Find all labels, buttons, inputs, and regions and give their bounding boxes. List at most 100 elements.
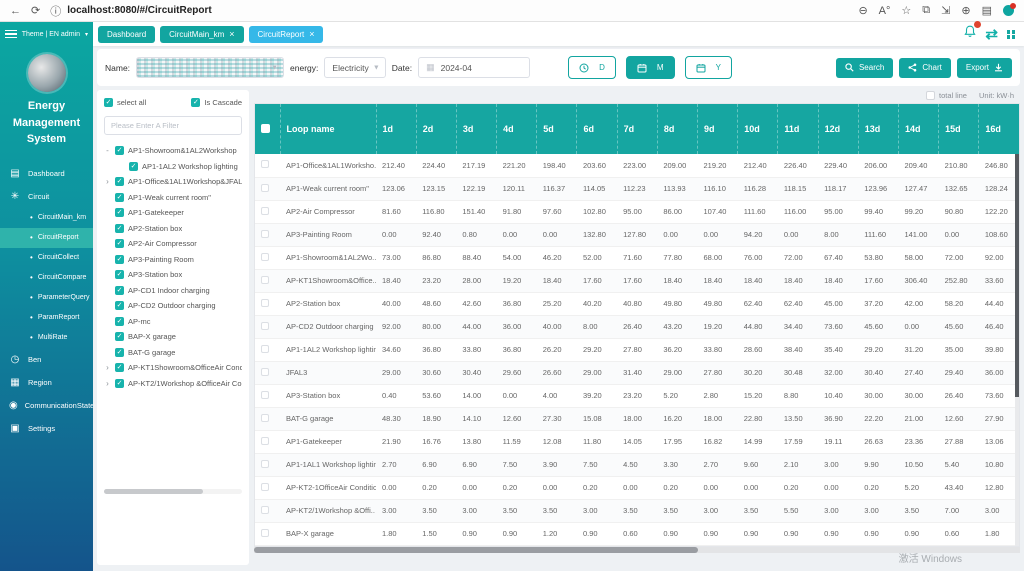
checkbox-checked-icon[interactable]: ✓ [115, 332, 124, 342]
row-checkbox[interactable] [261, 344, 269, 353]
checkbox-checked-icon[interactable]: ✓ [115, 301, 124, 311]
tree-node-ap2-station-box[interactable]: ✓ AP2-Station box [104, 221, 242, 237]
checkbox-checked-icon[interactable]: ✓ [115, 316, 124, 326]
checkbox-checked-icon[interactable]: ✓ [115, 223, 124, 233]
sidebar-subitem-paramreport[interactable]: • ParamReport [0, 308, 93, 328]
tab-circuitreport[interactable]: CircuitReport × [248, 25, 324, 43]
collections-icon[interactable]: ⊕ [961, 5, 971, 17]
info-icon[interactable]: ⓘ [50, 5, 62, 18]
search-button[interactable]: Search [835, 57, 894, 78]
row-checkbox[interactable] [261, 413, 269, 422]
row-checkbox[interactable] [261, 298, 269, 307]
tree-node-ap1-1al2-workshop-lighting[interactable]: ✓ AP1-1AL2 Workshop lighting [104, 159, 242, 175]
tree-node-ap1-showroom-1al2workshop[interactable]: - ✓ AP1-Showroom&1AL2Workshop [104, 143, 242, 159]
bookmark-star-icon[interactable]: ☆ [901, 5, 912, 17]
tree-node-ap1-gatekeeper[interactable]: ✓ AP1-Gatekeeper [104, 205, 242, 221]
tab-dashboard[interactable]: Dashboard [98, 25, 156, 43]
hamburger-menu-icon[interactable] [5, 28, 17, 41]
expand-icon[interactable]: › [106, 177, 109, 187]
reload-icon[interactable]: ⟳ [31, 5, 41, 17]
checkbox-checked-icon[interactable]: ✓ [115, 270, 124, 280]
refresh-sync-icon[interactable]: ⇄ [985, 25, 998, 43]
energy-select[interactable]: Electricity ▼ [324, 57, 386, 78]
checkbox-checked-icon[interactable]: ✓ [115, 177, 124, 187]
row-checkbox[interactable] [261, 367, 269, 376]
tree-horizontal-scrollbar[interactable] [104, 489, 242, 494]
tree-filter-input[interactable] [104, 116, 242, 135]
row-checkbox[interactable] [261, 160, 269, 169]
tree-node-ap3-painting-room[interactable]: ✓ AP3-Painting Room [104, 252, 242, 268]
user-menu[interactable]: Theme | EN admin [21, 30, 80, 38]
tree-node-ap-cd1-indoor-charging[interactable]: ✓ AP-CD1 Indoor charging [104, 283, 242, 299]
sidebar-subitem-multirate[interactable]: • MultiRate [0, 328, 93, 348]
checkbox-checked-icon[interactable]: ✓ [115, 146, 124, 156]
export-button[interactable]: Export [956, 57, 1012, 78]
expand-icon[interactable]: › [106, 363, 109, 373]
sidebar-subitem-circuitmain-km[interactable]: • CircuitMain_km [0, 208, 93, 228]
row-checkbox[interactable] [261, 206, 269, 215]
row-checkbox[interactable] [261, 252, 269, 261]
checkbox-checked-icon[interactable]: ✓ [115, 239, 124, 249]
tree-node-bat-g-garage[interactable]: ✓ BAT-G garage [104, 345, 242, 361]
zoom-out-icon[interactable]: ⊖ [858, 5, 868, 17]
row-checkbox[interactable] [261, 528, 269, 537]
wallet-icon[interactable]: ▤ [981, 5, 992, 17]
table-vertical-scrollbar[interactable] [1015, 154, 1019, 546]
select-all-checkbox[interactable]: ✓ select all [104, 98, 147, 107]
name-select[interactable]: ▼ [136, 57, 285, 78]
row-checkbox[interactable] [261, 505, 269, 514]
date-input[interactable]: ▦ 2024-04 [418, 57, 531, 78]
range-button-d[interactable]: D [568, 56, 616, 79]
checkbox-checked-icon[interactable]: ✓ [115, 347, 124, 357]
row-checkbox[interactable] [261, 459, 269, 468]
range-button-y[interactable]: Y [684, 56, 732, 79]
row-checkbox[interactable] [261, 482, 269, 491]
is-cascade-checkbox[interactable]: ✓ Is Cascade [191, 98, 242, 107]
close-icon[interactable]: × [229, 29, 235, 39]
checkbox-checked-icon[interactable]: ✓ [115, 254, 124, 264]
browser-profile-avatar[interactable] [1003, 3, 1016, 16]
header-checkbox[interactable] [261, 123, 270, 133]
tree-node-ap-kt2-1workshop-officeair-con[interactable]: › ✓ AP-KT2/1Workshop &OfficeAir Con [104, 376, 242, 392]
checkbox-checked-icon[interactable]: ✓ [115, 363, 124, 373]
collapse-icon[interactable]: - [106, 146, 109, 156]
sidebar-item-settings[interactable]: ▣ Settings [0, 417, 93, 440]
back-icon[interactable]: ← [10, 4, 21, 17]
table-horizontal-scrollbar[interactable] [254, 546, 1020, 553]
sidebar-item-region[interactable]: ▦ Region [0, 371, 93, 394]
tree-node-ap1-weak-current-room[interactable]: ✓ AP1-Weak current room" [104, 190, 242, 206]
address-bar[interactable]: ⓘ localhost:8080/#/CircuitReport [50, 3, 211, 19]
expand-icon[interactable]: › [106, 378, 109, 388]
sidebar-subitem-parameterquery[interactable]: • ParameterQuery [0, 288, 93, 308]
read-aloud-icon[interactable]: A° [878, 4, 891, 17]
row-checkbox[interactable] [261, 183, 269, 192]
tab-circuitmain-km[interactable]: CircuitMain_km × [160, 25, 244, 43]
sidebar-item-ben[interactable]: ◷ Ben [0, 348, 93, 371]
checkbox-checked-icon[interactable]: ✓ [129, 161, 138, 171]
sidebar-item-communicationstate[interactable]: ◉ CommunicationState [0, 394, 93, 417]
tree-node-ap2-air-compressor[interactable]: ✓ AP2-Air Compressor [104, 236, 242, 252]
row-checkbox[interactable] [261, 275, 269, 284]
sidebar-item-circuit[interactable]: ✳ Circuit [0, 185, 93, 208]
tree-node-ap-kt1showroom-officeair-condi[interactable]: › ✓ AP-KT1Showroom&OfficeAir Condi [104, 360, 242, 376]
checkbox-checked-icon[interactable]: ✓ [115, 378, 124, 388]
row-checkbox[interactable] [261, 390, 269, 399]
split-screen-icon[interactable]: ⧉ [922, 4, 931, 16]
range-button-m[interactable]: M [625, 56, 675, 79]
row-checkbox[interactable] [261, 229, 269, 238]
tree-node-ap-cd2-outdoor-charging[interactable]: ✓ AP-CD2 Outdoor charging [104, 298, 242, 314]
sidebar-subitem-circuitcompare[interactable]: • CircuitCompare [0, 268, 93, 288]
sidebar-item-dashboard[interactable]: ▤ Dashboard [0, 162, 93, 185]
sidebar-subitem-circuitreport[interactable]: • CircuitReport [0, 227, 93, 248]
checkbox-checked-icon[interactable]: ✓ [115, 192, 124, 202]
tree-node-ap3-station-box[interactable]: ✓ AP3-Station box [104, 267, 242, 283]
tree-node-bap-x-garage[interactable]: ✓ BAP-X garage [104, 329, 242, 345]
checkbox-checked-icon[interactable]: ✓ [115, 285, 124, 295]
total-line-checkbox[interactable]: total line [926, 91, 967, 100]
row-checkbox[interactable] [261, 436, 269, 445]
tree-node-ap1-office-1al1workshop-jfal3[interactable]: › ✓ AP1-Office&1AL1Workshop&JFAL3 [104, 174, 242, 190]
sidebar-subitem-circuitcollect[interactable]: • CircuitCollect [0, 248, 93, 268]
row-checkbox[interactable] [261, 321, 269, 330]
notification-bell-icon[interactable] [964, 21, 982, 43]
tree-node-ap-mc[interactable]: ✓ AP-mc [104, 314, 242, 330]
